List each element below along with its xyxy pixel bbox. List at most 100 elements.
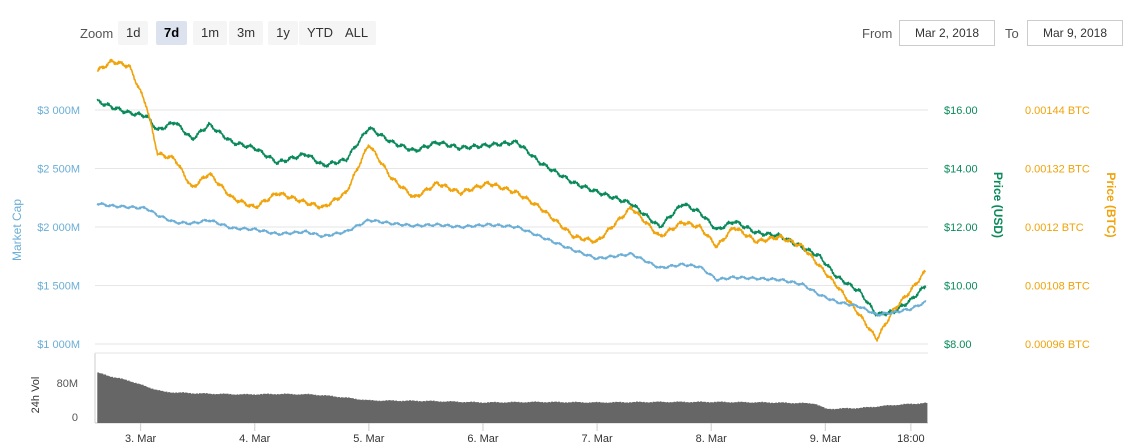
volume-bar [430, 400, 432, 423]
volume-bar [116, 378, 119, 423]
volume-bar [388, 400, 391, 423]
volume-bar [314, 394, 317, 423]
volume-bar [868, 407, 871, 423]
x-tick-label: 5. Mar [353, 433, 385, 445]
volume-bar [534, 401, 537, 423]
x-tick-label: 9. Mar [810, 433, 842, 445]
volume-bar [637, 402, 640, 423]
volume-bar [297, 394, 300, 423]
volume-bar [533, 401, 535, 423]
volume-bar [253, 394, 256, 423]
volume-bar [382, 400, 385, 423]
market-cap-tick-label: $3 000M [37, 105, 80, 117]
volume-bar [506, 402, 509, 423]
volume-bar [257, 394, 260, 423]
volume-bar [439, 401, 442, 423]
volume-bar [318, 395, 321, 423]
volume-bar [399, 400, 402, 423]
volume-bar [143, 385, 146, 423]
volume-bar [239, 394, 242, 423]
volume-bar [129, 381, 132, 423]
series-line-price_btc [96, 58, 927, 342]
zoom-all-button[interactable]: ALL [337, 21, 377, 45]
zoom-ytd-button[interactable]: YTD [299, 21, 341, 45]
volume-bar [370, 400, 372, 423]
volume-bar [449, 401, 452, 423]
volume-bar [624, 402, 627, 423]
volume-bar [225, 393, 228, 423]
from-date-input[interactable]: Mar 2, 2018 [899, 20, 995, 46]
price-usd-tick-label: $16.00 [944, 105, 978, 117]
zoom-3m-button[interactable]: 3m [229, 21, 264, 45]
to-date-input[interactable]: Mar 9, 2018 [1027, 20, 1123, 46]
volume-bar [421, 401, 424, 423]
volume-bar [157, 390, 159, 423]
series-line-market_cap [96, 202, 927, 317]
volume-bar [847, 408, 850, 423]
volume-bar [313, 394, 315, 423]
volume-bar [324, 395, 327, 423]
volume-bar [528, 402, 531, 423]
zoom-1d-button[interactable]: 1d [118, 21, 149, 45]
volume-bar [283, 393, 286, 423]
volume-bar [460, 402, 463, 423]
zoom-1y-button[interactable]: 1y [268, 21, 298, 45]
volume-bar [311, 394, 314, 423]
volume-bar [766, 402, 769, 423]
volume-bar [659, 401, 662, 423]
volume-bar [609, 402, 612, 423]
volume-bar [336, 397, 339, 423]
volume-bar [555, 401, 558, 423]
volume-bar [413, 400, 416, 423]
volume-bar [385, 400, 388, 423]
volume-bar [786, 403, 789, 423]
volume-bar [918, 404, 921, 423]
volume-bar [855, 408, 858, 423]
volume-bar [443, 401, 446, 423]
volume-bar [244, 394, 247, 423]
volume-bar [921, 403, 924, 423]
volume-bar [140, 384, 143, 423]
volume-bar [512, 402, 514, 423]
volume-bar [406, 400, 409, 423]
volume-bar [237, 394, 240, 423]
zoom-1m-button[interactable]: 1m [193, 21, 228, 45]
volume-bar [279, 394, 282, 423]
volume-bar [357, 399, 360, 423]
volume-bar [207, 393, 210, 423]
volume-bar [843, 408, 846, 423]
volume-bar [340, 397, 343, 423]
volume-bar [123, 379, 126, 423]
volume-bar [922, 403, 925, 423]
volume-bar [576, 402, 578, 423]
volume-bar [214, 394, 217, 423]
volume-bar [704, 401, 707, 423]
volume-bar [797, 403, 800, 423]
price-btc-tick-label: 0.00096 BTC [1025, 339, 1090, 351]
volume-bar [183, 392, 186, 423]
volume-bar [267, 393, 269, 423]
volume-bar [391, 400, 393, 423]
volume-bar [638, 401, 641, 423]
volume-bar [359, 399, 361, 423]
volume-bar [684, 402, 687, 423]
volume-bar [175, 392, 178, 423]
volume-bar [411, 400, 414, 423]
volume-bar [210, 393, 212, 423]
volume-bar [850, 408, 853, 423]
volume-bar [377, 401, 379, 423]
price-btc-tick-label: 0.00108 BTC [1025, 281, 1090, 293]
volume-bar [907, 403, 910, 423]
price-btc-tick-label: 0.00144 BTC [1025, 105, 1090, 117]
volume-bar [194, 393, 197, 423]
volume-bar [496, 402, 499, 423]
volume-bar [361, 399, 364, 423]
volume-bar [431, 401, 434, 423]
volume-bar [606, 403, 609, 423]
volume-bar [249, 394, 251, 423]
volume-bar [215, 394, 218, 423]
zoom-7d-button[interactable]: 7d [156, 21, 188, 45]
volume-bar [402, 400, 404, 423]
volume-bar [837, 408, 840, 423]
